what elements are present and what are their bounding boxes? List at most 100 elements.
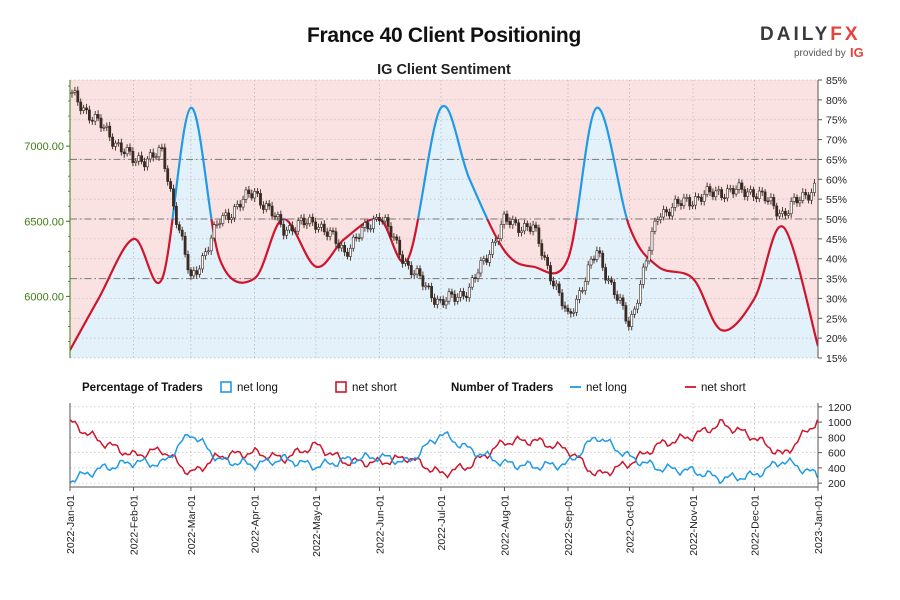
candle-body — [505, 213, 509, 222]
candle-body — [427, 285, 431, 288]
candle-body — [404, 260, 407, 264]
candle-body — [308, 216, 312, 224]
traders-tick-label: 400 — [828, 463, 846, 475]
candle-body — [470, 277, 474, 288]
candle-body — [212, 224, 216, 239]
candle-body — [670, 207, 674, 217]
candle-body — [630, 314, 634, 327]
candle-body — [328, 230, 332, 237]
candle-body — [111, 136, 115, 147]
candle-body — [386, 217, 390, 227]
x-tick-label: 2023-Jan-01 — [813, 495, 825, 554]
sentiment-tick-label: 35% — [826, 274, 847, 286]
candle-body — [380, 220, 384, 223]
candle-body — [749, 189, 753, 193]
candle-body — [543, 255, 547, 258]
candle-body — [537, 227, 541, 244]
sentiment-price-panel: 6000.00 6500.00 7000.00 15% 20% 25% 30% 35% 40% 4… — [24, 75, 847, 365]
x-tick-label: 2022-Oct-01 — [624, 495, 636, 554]
candle-body — [737, 182, 741, 190]
candle-body — [612, 282, 616, 295]
candle-body — [708, 186, 712, 193]
candle-body — [256, 191, 260, 194]
candle-body — [520, 230, 523, 233]
candle-body — [88, 109, 91, 121]
candle-body — [235, 203, 239, 207]
traders-tick-label: 600 — [828, 448, 846, 460]
candle-body — [778, 213, 782, 217]
candle-body — [444, 300, 448, 306]
candle-body — [467, 286, 471, 299]
candle-body — [757, 190, 761, 199]
candle-body — [343, 244, 347, 253]
candle-body — [488, 254, 492, 263]
candle-body — [583, 281, 587, 291]
candle-body — [273, 215, 277, 218]
candle-body — [317, 227, 320, 230]
candle-body — [522, 223, 526, 232]
candle-body — [433, 297, 436, 305]
candle-body — [401, 254, 405, 264]
candle-body — [633, 308, 637, 315]
candle-body — [180, 229, 184, 237]
candle-body — [540, 243, 544, 256]
sentiment-tick-label: 50% — [826, 214, 847, 226]
candle-body — [435, 298, 439, 305]
candle-body — [148, 152, 152, 160]
candle-body — [346, 251, 349, 257]
candle-body — [804, 192, 808, 196]
candle-body — [285, 229, 289, 236]
candle-body — [462, 291, 465, 297]
sentiment-tick-label: 45% — [826, 234, 847, 246]
candle-body — [79, 101, 83, 111]
candle-body — [157, 147, 161, 158]
sentiment-tick-label: 15% — [826, 353, 847, 365]
candle-body — [418, 268, 422, 276]
candle-body — [76, 90, 80, 103]
candle-body — [644, 260, 648, 268]
candle-body — [569, 311, 573, 314]
candle-body — [340, 244, 344, 249]
candle-body — [618, 297, 622, 301]
candle-body — [801, 192, 805, 201]
candle-body — [508, 221, 512, 226]
candle-body — [299, 217, 303, 221]
candle-body — [438, 298, 442, 301]
candle-body — [406, 260, 410, 266]
candle-body — [554, 283, 558, 287]
candle-body — [264, 203, 268, 210]
candle-body — [534, 224, 538, 229]
candle-body — [331, 230, 335, 232]
candle-body — [421, 275, 425, 287]
candle-body — [580, 290, 584, 292]
candle-body — [415, 268, 419, 275]
candle-body — [743, 189, 747, 197]
sentiment-line-short — [70, 219, 818, 351]
candle-body — [319, 223, 323, 228]
candle-body — [409, 265, 413, 276]
candle-body — [546, 257, 550, 266]
candle-body — [601, 252, 605, 268]
x-tick-label: 2022-Jan-01 — [65, 495, 77, 554]
candle-body — [227, 212, 231, 220]
candle-body — [296, 220, 300, 232]
candle-body — [549, 265, 552, 282]
candle-body — [117, 142, 120, 145]
candle-body — [151, 152, 155, 158]
candle-body — [775, 205, 779, 217]
candle-body — [140, 155, 144, 162]
candle-body — [221, 215, 225, 224]
candle-body — [108, 125, 112, 138]
candle-body — [682, 197, 686, 206]
candle-body — [360, 227, 364, 239]
candle-body — [430, 286, 434, 299]
candle-body — [696, 196, 700, 198]
candle-body — [725, 188, 729, 199]
candle-body — [493, 240, 497, 243]
candle-body — [293, 230, 297, 233]
candle-body — [322, 223, 326, 233]
candle-body — [491, 242, 494, 255]
candle-body — [282, 224, 286, 236]
legend-num-long-label: net long — [586, 382, 627, 394]
candle-body — [241, 199, 245, 208]
